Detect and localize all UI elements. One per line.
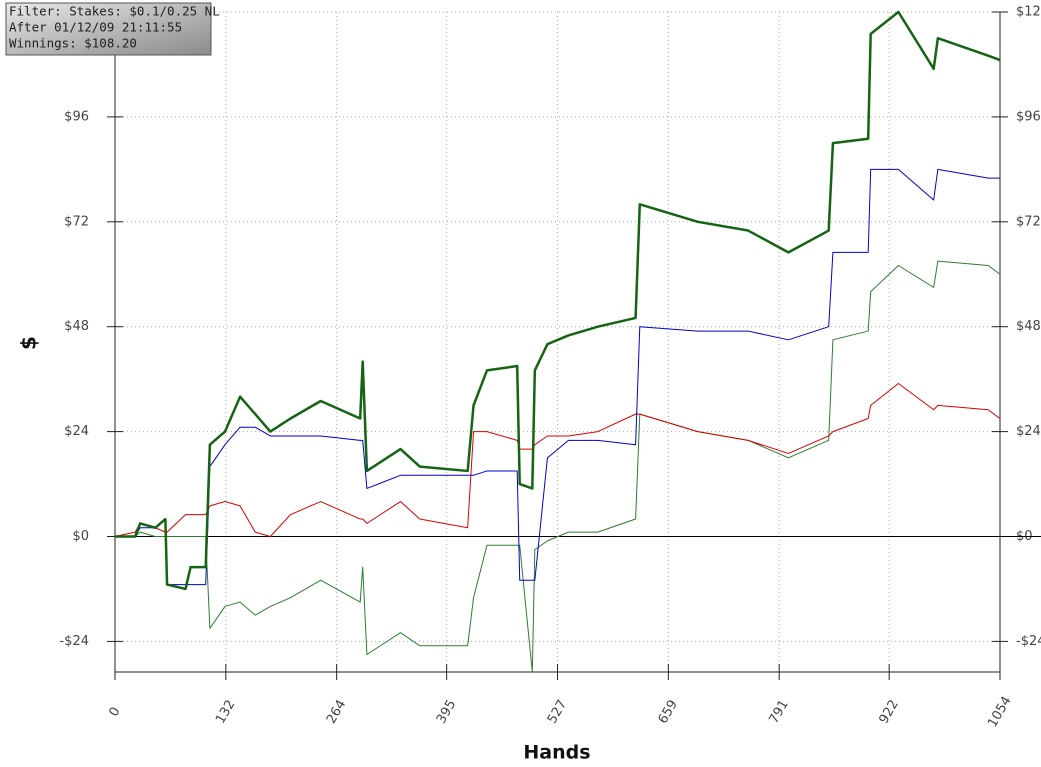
info-line: Filter: Stakes: $0.1/0.25 NL (9, 4, 220, 19)
x-tick-label: 132 (213, 697, 238, 726)
x-tick-label: 1054 (985, 694, 1015, 730)
info-line: After 01/12/09 21:11:55 (9, 20, 182, 35)
info-bg (5, 2, 212, 56)
series-line (115, 10, 1001, 591)
x-tick-label: 264 (324, 697, 349, 726)
info-line: Winnings: $108.20 (9, 36, 137, 51)
y-tick-label: -$24 (59, 634, 89, 649)
y2-tick-label: $24 (1016, 424, 1041, 439)
x-tick-label: 922 (876, 697, 901, 726)
y2-tick-label: $48 (1016, 319, 1041, 334)
x-tick-label: 527 (545, 697, 570, 726)
y-tick-label: $48 (64, 319, 89, 334)
x-tick-label: 0 (106, 705, 123, 720)
y2-tick-label: $120 (1016, 5, 1041, 20)
x-tick-label: 791 (766, 697, 791, 726)
y-tick-label: $96 (64, 109, 89, 124)
x-tick-label: 659 (656, 697, 681, 726)
series-line (115, 260, 1001, 673)
y-tick-label: $24 (64, 424, 89, 439)
x-tick-label: 395 (434, 697, 459, 726)
series-line (114, 383, 1001, 538)
y2-tick-label: $72 (1016, 214, 1041, 229)
y-tick-label: $0 (72, 529, 89, 544)
y-tick-label: $72 (64, 214, 89, 229)
y2-tick-label: $96 (1016, 109, 1041, 124)
y-axis-label: $ (17, 336, 41, 350)
series-line (115, 168, 1000, 586)
y2-tick-label: -$24 (1016, 634, 1041, 649)
x-axis-label: Hands (523, 742, 590, 764)
